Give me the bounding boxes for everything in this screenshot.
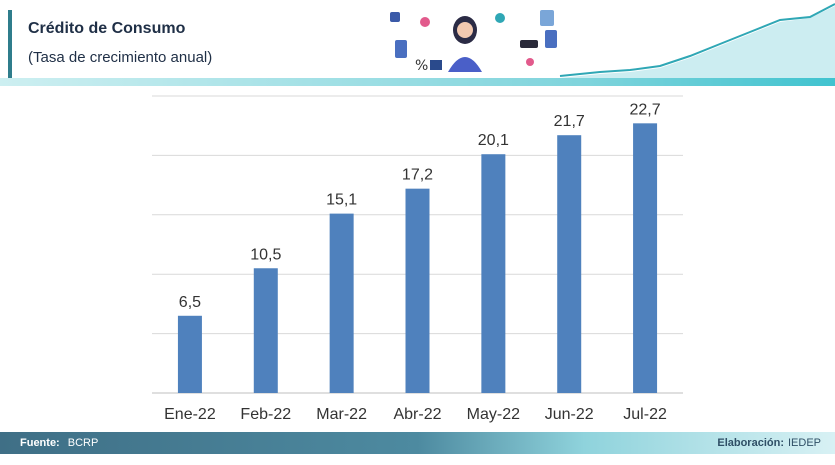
growth-line xyxy=(559,3,835,77)
bar-jul-22 xyxy=(633,123,658,393)
bar-chart: 6,5 10,5 15,1 17,2 20,1 21,7 22,7 Ene-22 Feb-22… xyxy=(152,95,683,423)
x-tick-label: Jul-22 xyxy=(623,406,667,423)
header-band xyxy=(0,78,835,86)
x-tick-label: Abr-22 xyxy=(393,406,441,423)
bar-may-22 xyxy=(481,154,506,393)
bars xyxy=(177,123,658,394)
value-labels: 6,5 10,5 15,1 17,2 20,1 21,7 22,7 xyxy=(179,101,661,310)
value-label: 22,7 xyxy=(630,101,661,118)
x-tick-labels: Ene-22 Feb-22 Mar-22 Abr-22 May-22 Jun-22 Jul-… xyxy=(164,406,667,423)
growth-area xyxy=(560,6,835,78)
chart-subtitle: (Tasa de crecimiento anual) xyxy=(28,49,213,66)
x-tick-label: Jun-22 xyxy=(545,406,594,423)
x-tick-label: Mar-22 xyxy=(316,406,367,423)
value-label: 17,2 xyxy=(402,167,433,184)
x-tick-label: Feb-22 xyxy=(240,406,291,423)
bar-ene-22 xyxy=(177,315,202,393)
source-value: BCRP xyxy=(67,437,99,449)
header: Crédito de Consumo (Tasa de crecimiento … xyxy=(0,0,835,86)
value-label: 20,1 xyxy=(478,132,509,149)
bar-jun-22 xyxy=(557,135,582,394)
value-label: 15,1 xyxy=(326,192,357,209)
credit-value: IEDEP xyxy=(787,437,821,449)
value-label: 10,5 xyxy=(250,246,281,263)
credit-label: Elaboración: xyxy=(717,437,784,449)
shopping-icons: % xyxy=(390,10,557,74)
x-tick-label: Ene-22 xyxy=(164,406,216,423)
footer-source: Fuente: BCRP xyxy=(20,437,98,449)
source-label: Fuente: xyxy=(20,437,60,449)
value-label: 21,7 xyxy=(554,113,585,130)
chart-title: Crédito de Consumo xyxy=(28,20,186,37)
bar-abr-22 xyxy=(405,188,430,393)
x-tick-label: May-22 xyxy=(467,406,520,423)
footer: Fuente: BCRP Elaboración: IEDEP xyxy=(0,432,835,454)
bar-feb-22 xyxy=(253,268,278,393)
woman-figure-icon xyxy=(448,16,482,72)
value-label: 6,5 xyxy=(179,294,201,311)
bar-mar-22 xyxy=(329,213,354,393)
header-illustration: % xyxy=(390,3,835,78)
footer-credit: Elaboración: IEDEP xyxy=(717,437,821,449)
svg-text:%: % xyxy=(415,58,428,74)
header-accent-bar xyxy=(8,10,12,78)
